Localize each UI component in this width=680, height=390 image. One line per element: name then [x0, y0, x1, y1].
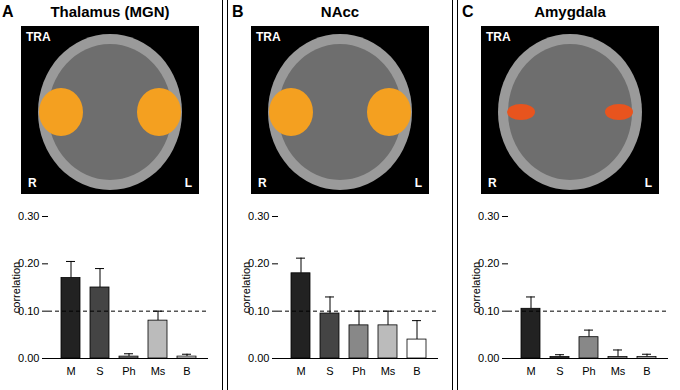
svg-text:Ms: Ms [381, 365, 396, 377]
html-text:Amygdala: Amygdala [534, 3, 606, 20]
html-text:R: R [488, 176, 497, 190]
svg-text:S: S [326, 365, 333, 377]
svg-text:B: B [183, 365, 190, 377]
svg-text:0.10: 0.10 [18, 304, 40, 317]
svg-text:Ph: Ph [122, 365, 135, 377]
svg-text:Ph: Ph [582, 365, 595, 377]
html-text:L: L [184, 176, 192, 190]
svg-text:0.00: 0.00 [478, 352, 499, 364]
html-text:TRA: TRA [26, 30, 51, 44]
html-text:TRA: TRA [486, 30, 511, 44]
html-text:C: C [462, 3, 474, 20]
svg-text:correlation: correlation [240, 262, 252, 313]
svg-text:0.20: 0.20 [248, 257, 270, 270]
svg-text:0.20: 0.20 [478, 257, 500, 270]
html-text:A: A [2, 3, 14, 20]
html-text:TRA: TRA [256, 30, 281, 44]
html-text:Thalamus (MGN): Thalamus (MGN) [50, 3, 170, 20]
html-text:R: R [28, 176, 37, 190]
html-text:L: L [644, 176, 652, 190]
svg-text:B: B [413, 365, 420, 377]
svg-text:0.00: 0.00 [248, 352, 269, 364]
svg-text:B: B [643, 365, 650, 377]
svg-text:correlation: correlation [470, 262, 482, 313]
svg-text:0.00: 0.00 [18, 352, 39, 364]
svg-text:0.30: 0.30 [18, 210, 39, 222]
svg-text:M: M [296, 365, 305, 377]
svg-text:Ms: Ms [611, 365, 626, 377]
svg-text:0.10: 0.10 [248, 304, 270, 317]
svg-text:correlation: correlation [10, 262, 22, 313]
svg-text:M: M [66, 365, 75, 377]
html-text:NAcc: NAcc [320, 3, 360, 20]
html-text:B: B [232, 3, 244, 20]
svg-text:0.30: 0.30 [478, 210, 499, 222]
svg-text:M: M [526, 365, 535, 377]
svg-text:0.20: 0.20 [18, 257, 40, 270]
svg-text:Ms: Ms [151, 365, 166, 377]
svg-text:S: S [96, 365, 103, 377]
html-text:R: R [258, 176, 267, 190]
svg-text:0.10: 0.10 [478, 304, 500, 317]
svg-text:S: S [556, 365, 563, 377]
svg-text:Ph: Ph [352, 365, 365, 377]
svg-text:0.30: 0.30 [248, 210, 269, 222]
html-text:L: L [414, 176, 422, 190]
